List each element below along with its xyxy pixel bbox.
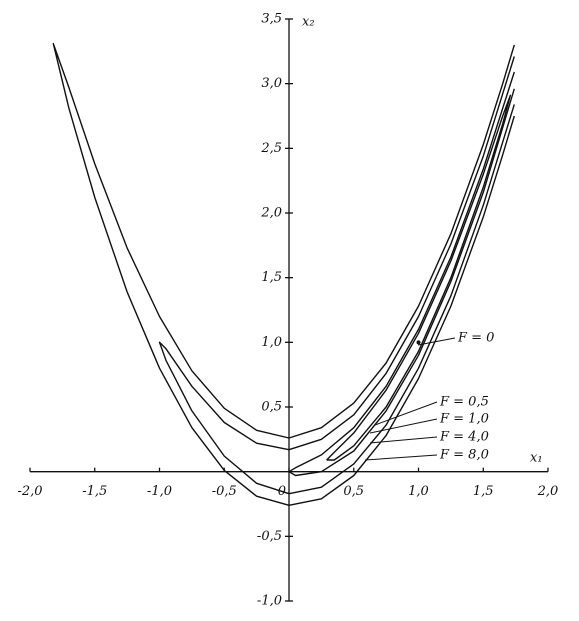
x-tick-label: 1,5 — [473, 484, 494, 499]
y-tick-label: 1,5 — [261, 270, 282, 285]
x-tick-label: 2,0 — [537, 484, 559, 499]
x-tick-label: -1,0 — [147, 484, 172, 499]
y-tick-label: 2,0 — [260, 206, 282, 221]
y-tick-label: -1,0 — [257, 594, 282, 609]
contour-point — [416, 340, 421, 345]
x-tick-label: -2,0 — [17, 484, 42, 499]
x-tick-label: 0,5 — [343, 484, 364, 499]
leader-line — [374, 401, 438, 426]
contour-line — [52, 42, 515, 506]
leader-line — [364, 454, 438, 461]
x-tick-label: 1,0 — [408, 484, 429, 499]
y-tick-label: -0,5 — [257, 529, 282, 544]
contour-label: F = 4,0 — [439, 430, 489, 445]
y-tick-label: 3,5 — [261, 12, 282, 27]
contour-line — [288, 71, 515, 477]
contour-label: F = 0 — [457, 331, 494, 346]
y-tick-label: 0,5 — [261, 400, 282, 415]
contour-label: F = 0,5 — [439, 395, 489, 410]
x-axis-label: x₁ — [530, 451, 543, 466]
y-tick-label: 3,0 — [261, 76, 282, 91]
x-tick-label: -0,5 — [212, 484, 237, 499]
contour-line — [158, 56, 515, 495]
contour-label: F = 1,0 — [439, 412, 489, 427]
contour-line — [326, 94, 512, 461]
leader-line — [369, 418, 438, 434]
contour-label: F = 8,0 — [439, 448, 489, 463]
y-axis-label: x₂ — [302, 15, 315, 30]
y-tick-label: 2,5 — [260, 141, 282, 156]
x-tick-label: -1,5 — [82, 484, 107, 499]
y-tick-label: 1,0 — [261, 335, 282, 350]
